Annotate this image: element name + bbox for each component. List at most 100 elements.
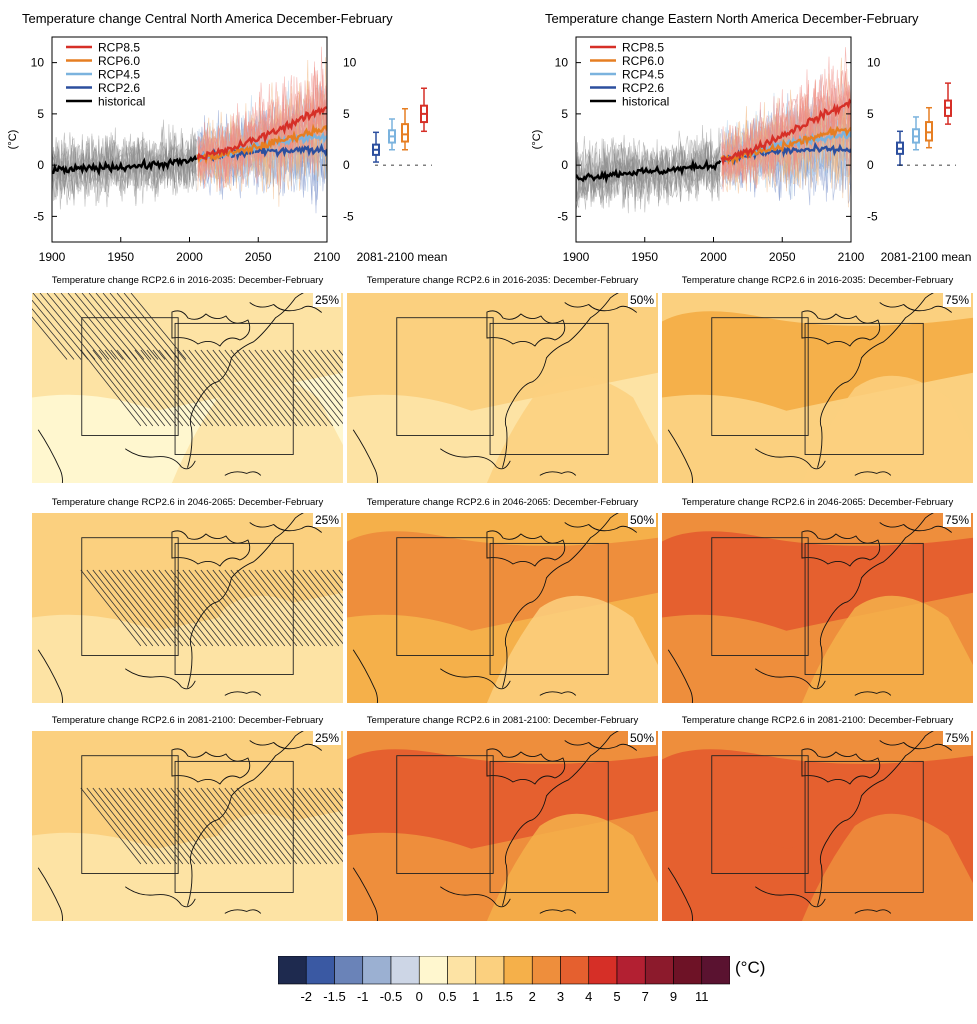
hatch-line	[314, 787, 343, 825]
map-canvas	[662, 513, 973, 703]
coastline-atlantic	[817, 513, 934, 688]
hatch-line	[308, 787, 343, 832]
hatch-line	[92, 349, 154, 427]
hatch-line	[314, 349, 343, 387]
hatch-line	[102, 293, 159, 360]
hatch-line	[74, 293, 131, 360]
region-box-central	[81, 317, 179, 436]
coastline-baja	[37, 649, 63, 703]
map-band	[801, 813, 973, 921]
y-tick-label-right: 10	[343, 56, 357, 70]
time-series-chart-eastern: 10 10 5 5 0 0 -5 -5 1900 1950 2000 2050 2100 (°C) RCP8…	[531, 36, 971, 264]
region-boxes	[81, 537, 294, 675]
historical-mean-line	[52, 154, 198, 177]
hatch-line	[80, 787, 142, 865]
hatch-line	[320, 787, 343, 817]
plot-area: 10 10 5 5 0 0 -5 -5 1900 1950 2000 2050 2100 (°C) RCP8…	[7, 36, 357, 264]
historical-ensemble-line	[52, 127, 197, 196]
coastline-atlantic	[187, 293, 304, 468]
map-title: Temperature change RCP2.6 in 2046-2065: …	[681, 497, 954, 508]
colorbar-tick-label: -0.5	[379, 989, 403, 1004]
region-box-central	[396, 755, 494, 874]
hatch-line	[88, 293, 145, 360]
hatch-line	[182, 349, 244, 427]
hatch-line	[224, 569, 286, 647]
hatch-line	[188, 349, 250, 427]
map-band	[171, 595, 343, 703]
x-tick-label: 1950	[107, 250, 134, 264]
historical-mean-line	[576, 158, 722, 184]
hatch-line	[170, 349, 232, 427]
map-title: Temperature change RCP2.6 in 2016-2035: …	[366, 275, 639, 286]
hatch-line	[302, 569, 343, 622]
hatch-line	[92, 787, 154, 865]
y-tick-label-right: 10	[867, 56, 881, 70]
hatch-line	[236, 787, 298, 865]
y-tick-label: -5	[33, 209, 44, 223]
region-box-eastern	[804, 322, 924, 455]
boxplots	[896, 82, 956, 166]
coastline-great-lakes	[801, 530, 881, 567]
colorbar-swatch	[305, 956, 335, 985]
hatch-line	[158, 787, 220, 865]
colorbar-tick-label: 1	[472, 989, 480, 1004]
y-tick-label-right: -5	[867, 209, 878, 223]
hatch-line	[266, 569, 328, 647]
map-percentile-label: 25%	[313, 513, 342, 527]
hatch-line	[290, 787, 343, 855]
coastline-st-lawrence	[564, 740, 637, 751]
map-percentile-label: 75%	[943, 731, 972, 745]
hatch-line	[194, 349, 256, 427]
legend-label: RCP6.0	[98, 54, 140, 68]
coastline-st-lawrence	[249, 522, 322, 533]
region-boxes	[711, 317, 924, 455]
hatch-line	[80, 349, 142, 427]
hatch-line	[146, 349, 208, 427]
colorbar-tick-label: 11	[695, 989, 709, 1004]
rcp85-ensemble-line	[721, 56, 851, 183]
coastline-great-lakes	[171, 310, 251, 347]
coastline-atlantic	[817, 293, 934, 468]
hatch-line	[218, 787, 280, 865]
coastline-atlantic	[502, 731, 619, 906]
hatch-line	[326, 349, 343, 372]
hatch-line	[278, 349, 340, 427]
map-title: Temperature change RCP2.6 in 2081-2100: …	[681, 715, 954, 726]
map-percentile-label: 25%	[313, 293, 342, 307]
coastline-st-lawrence	[249, 740, 322, 751]
hatch-line	[140, 569, 202, 647]
map-title: Temperature change RCP2.6 in 2046-2065: …	[51, 497, 324, 508]
region-box-eastern	[489, 760, 609, 893]
colorbar	[278, 956, 730, 985]
region-box-eastern	[174, 542, 294, 675]
colorbar-swatch	[588, 956, 618, 985]
map-band	[662, 293, 973, 326]
coastline-great-lakes	[171, 530, 251, 567]
legend-label: RCP2.6	[98, 81, 140, 95]
region-box-central	[711, 537, 809, 656]
coastlines	[352, 731, 637, 921]
map-band	[486, 813, 658, 921]
hatch-line	[39, 293, 96, 360]
rcp85-mean-line	[720, 98, 851, 166]
map-percentile-label: 50%	[628, 513, 657, 527]
x-tick-label: 2000	[700, 250, 727, 264]
coastline-atlantic	[187, 731, 304, 906]
x-tick-label: 2050	[245, 250, 272, 264]
x-tick-label: 2000	[176, 250, 203, 264]
hatch-line	[86, 569, 148, 647]
colorbar-swatch	[447, 956, 477, 985]
map-band	[347, 731, 658, 764]
hatch-line	[109, 293, 166, 360]
hatch-line	[236, 349, 298, 427]
region-boxes	[396, 317, 609, 455]
hatch-line	[134, 349, 196, 427]
region-box-eastern	[804, 760, 924, 893]
y-axis-label: (°C)	[531, 130, 543, 150]
map-panel	[347, 731, 658, 921]
hatch-line	[98, 569, 160, 647]
colorbar-swatch	[334, 956, 364, 985]
coastline-atlantic	[187, 513, 304, 688]
